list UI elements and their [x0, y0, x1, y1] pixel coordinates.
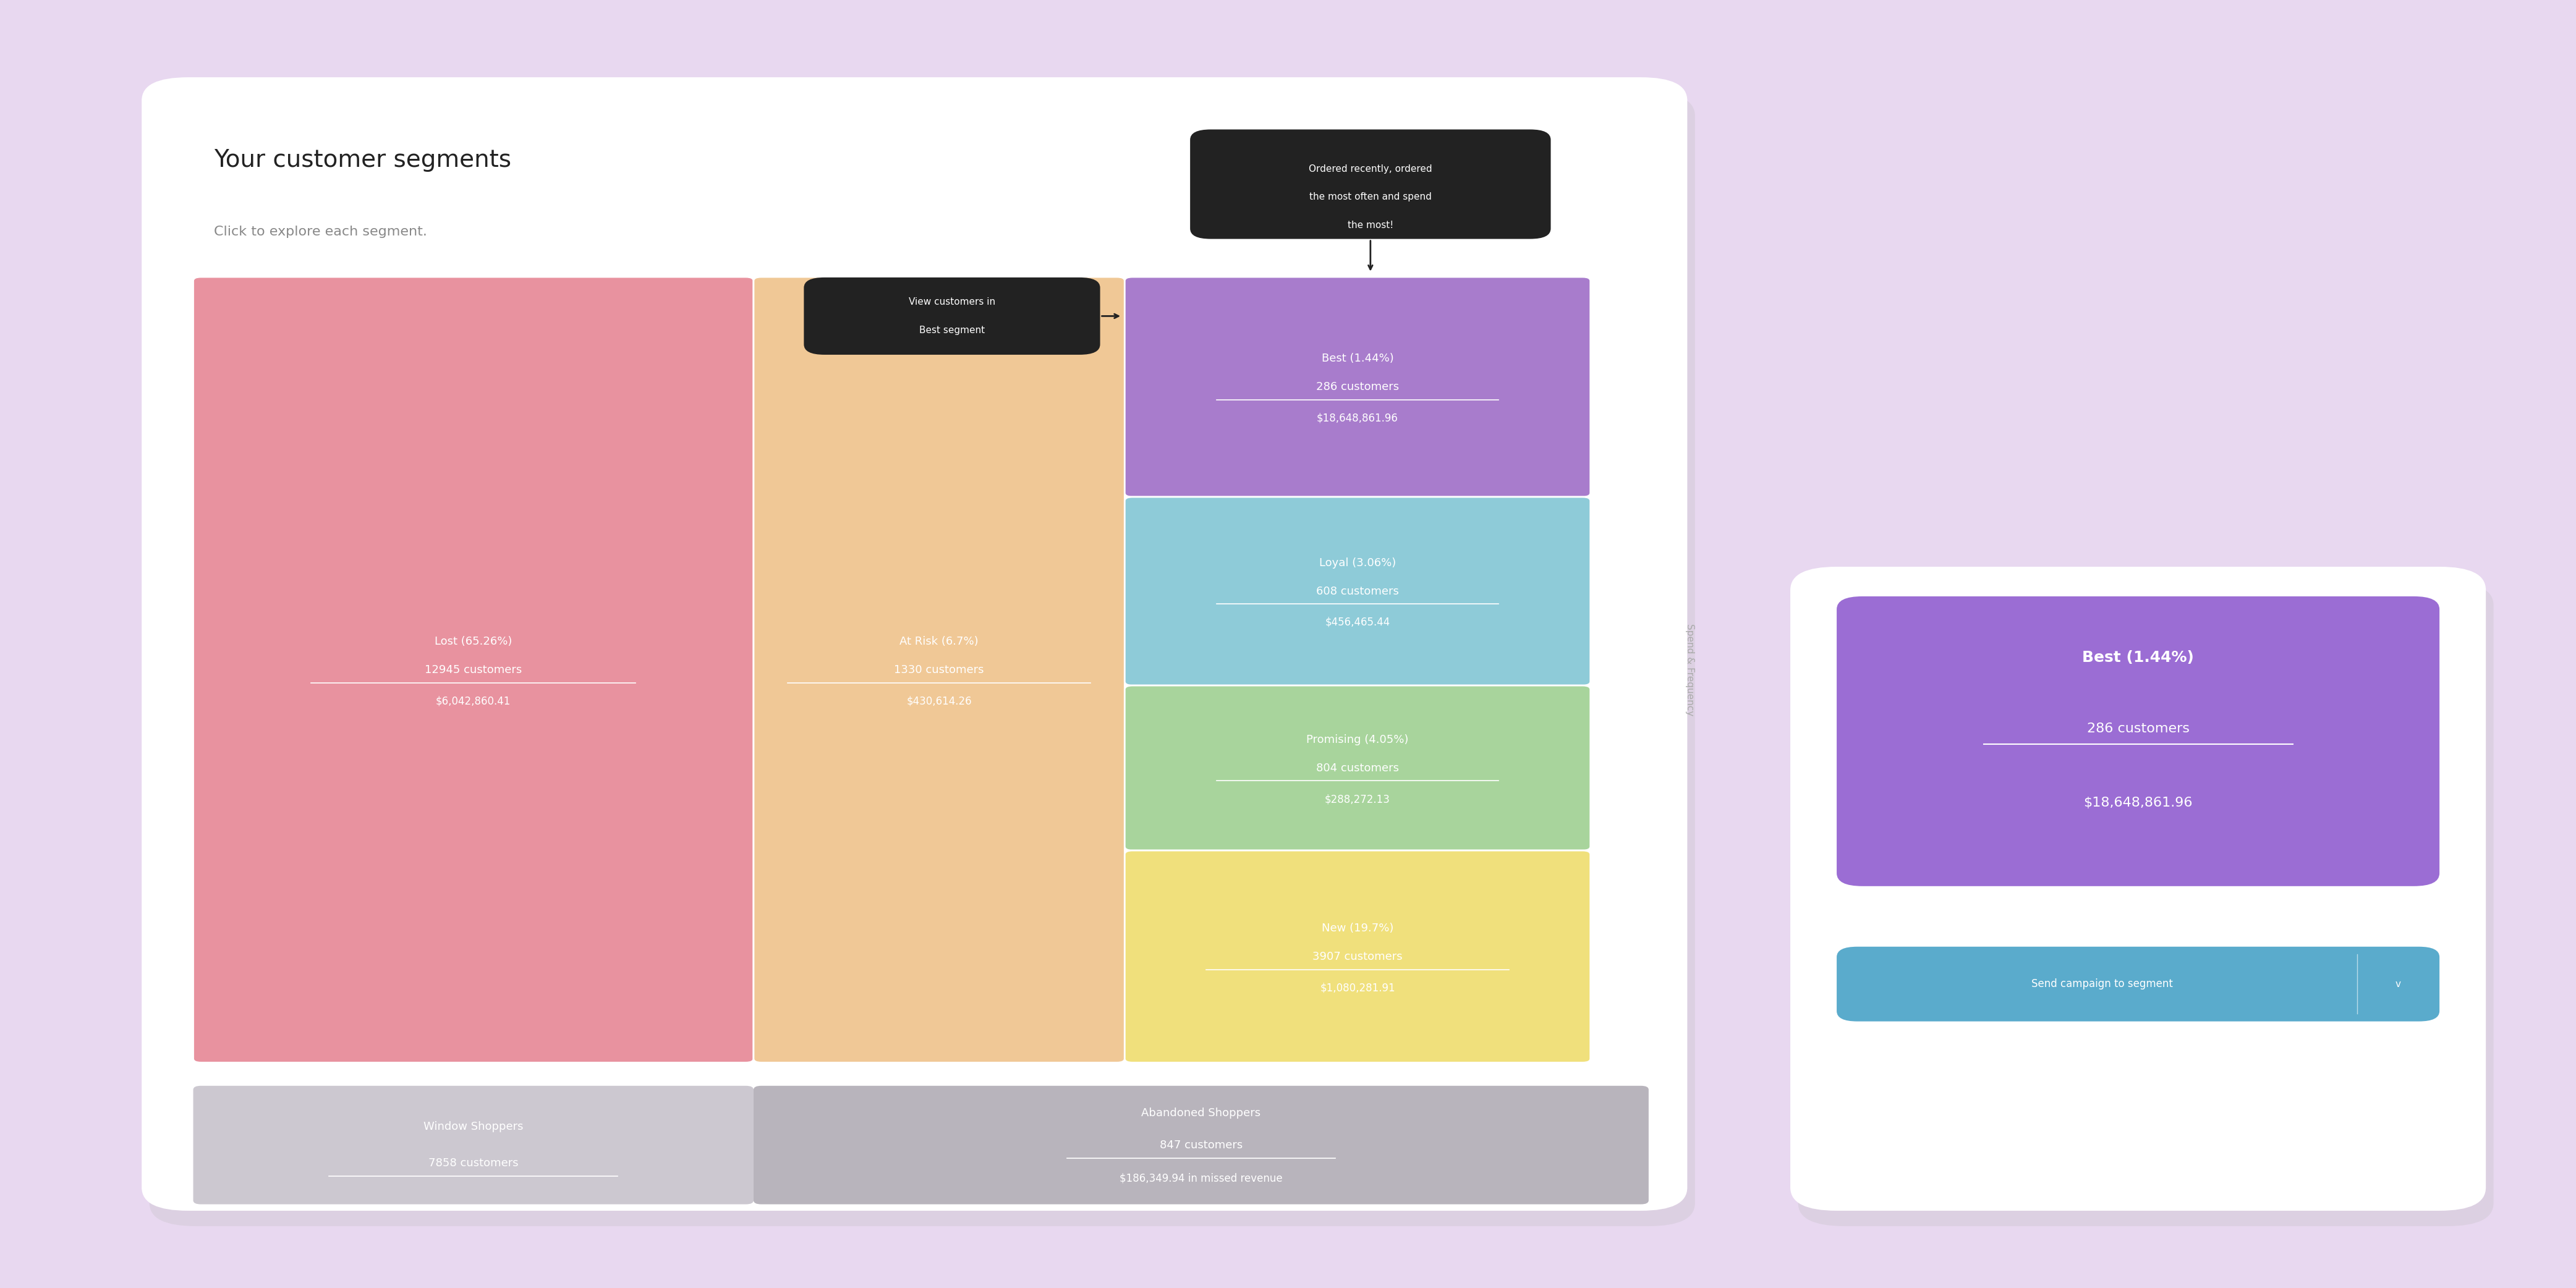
- Text: At Risk (6.7%): At Risk (6.7%): [899, 636, 979, 647]
- FancyBboxPatch shape: [193, 277, 755, 1063]
- Text: v: v: [2396, 979, 2401, 989]
- Text: Lost (65.26%): Lost (65.26%): [435, 636, 513, 647]
- Text: 286 customers: 286 customers: [1316, 381, 1399, 393]
- Text: Window Shoppers: Window Shoppers: [422, 1122, 523, 1132]
- Text: Best (1.44%): Best (1.44%): [1321, 353, 1394, 365]
- Text: Abandoned Shoppers: Abandoned Shoppers: [1141, 1108, 1260, 1118]
- Text: 608 customers: 608 customers: [1316, 586, 1399, 596]
- Text: $1,080,281.91: $1,080,281.91: [1319, 983, 1396, 993]
- Text: Best segment: Best segment: [920, 326, 984, 335]
- FancyBboxPatch shape: [142, 77, 1687, 1211]
- Text: the most!: the most!: [1347, 220, 1394, 231]
- FancyBboxPatch shape: [1126, 277, 1589, 497]
- FancyBboxPatch shape: [1837, 596, 2439, 886]
- Text: 7858 customers: 7858 customers: [428, 1158, 518, 1168]
- FancyBboxPatch shape: [1790, 567, 2486, 1211]
- Text: Your customer segments: Your customer segments: [214, 148, 510, 171]
- Text: 804 customers: 804 customers: [1316, 762, 1399, 774]
- FancyBboxPatch shape: [193, 1086, 755, 1204]
- Text: New (19.7%): New (19.7%): [1321, 922, 1394, 934]
- Text: $456,465.44: $456,465.44: [1324, 617, 1391, 629]
- Text: Promising (4.05%): Promising (4.05%): [1306, 734, 1409, 746]
- Text: 286 customers: 286 customers: [2087, 723, 2190, 734]
- Text: 1330 customers: 1330 customers: [894, 665, 984, 675]
- Text: Click to explore each segment.: Click to explore each segment.: [214, 225, 428, 238]
- Text: Loyal (3.06%): Loyal (3.06%): [1319, 558, 1396, 568]
- FancyBboxPatch shape: [804, 277, 1100, 354]
- FancyBboxPatch shape: [1837, 947, 2439, 1021]
- Text: 12945 customers: 12945 customers: [425, 665, 523, 675]
- Text: $186,349.94 in missed revenue: $186,349.94 in missed revenue: [1121, 1173, 1283, 1184]
- Text: 847 customers: 847 customers: [1159, 1140, 1242, 1150]
- Text: Send campaign to segment: Send campaign to segment: [2030, 979, 2172, 989]
- Text: Best (1.44%): Best (1.44%): [2081, 650, 2195, 665]
- Text: the most often and spend: the most often and spend: [1309, 192, 1432, 202]
- Text: 3907 customers: 3907 customers: [1314, 951, 1401, 962]
- FancyBboxPatch shape: [755, 277, 1126, 1063]
- FancyBboxPatch shape: [1126, 497, 1589, 685]
- FancyBboxPatch shape: [1126, 850, 1589, 1063]
- Text: Ordered recently, ordered: Ordered recently, ordered: [1309, 164, 1432, 174]
- FancyBboxPatch shape: [1798, 582, 2494, 1226]
- Text: $430,614.26: $430,614.26: [907, 696, 971, 707]
- FancyBboxPatch shape: [755, 1086, 1649, 1204]
- Text: $18,648,861.96: $18,648,861.96: [2084, 797, 2192, 809]
- FancyBboxPatch shape: [149, 93, 1695, 1226]
- Text: $18,648,861.96: $18,648,861.96: [1316, 412, 1399, 424]
- Text: $288,272.13: $288,272.13: [1324, 793, 1391, 805]
- Text: $6,042,860.41: $6,042,860.41: [435, 696, 510, 707]
- FancyBboxPatch shape: [1126, 685, 1589, 850]
- Text: Spend & Frequency: Spend & Frequency: [1685, 623, 1695, 716]
- Text: View customers in: View customers in: [909, 298, 994, 307]
- FancyBboxPatch shape: [1190, 129, 1551, 238]
